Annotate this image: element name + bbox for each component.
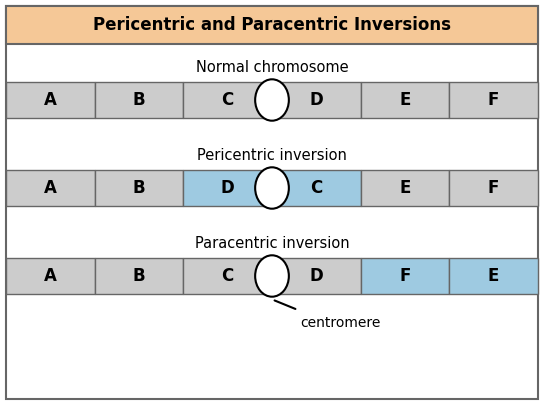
Ellipse shape <box>255 79 289 121</box>
Text: D: D <box>221 179 234 197</box>
Text: E: E <box>399 91 411 109</box>
Bar <box>449 170 538 206</box>
Bar <box>6 6 538 44</box>
Text: F: F <box>488 91 499 109</box>
Text: F: F <box>399 267 411 285</box>
Bar <box>6 258 95 294</box>
Text: F: F <box>488 179 499 197</box>
Ellipse shape <box>255 167 289 209</box>
Text: C: C <box>310 179 323 197</box>
Text: C: C <box>221 91 234 109</box>
Text: Normal chromosome: Normal chromosome <box>196 60 348 75</box>
Text: E: E <box>399 179 411 197</box>
Text: B: B <box>133 179 145 197</box>
Bar <box>449 82 538 118</box>
Text: A: A <box>44 179 57 197</box>
Text: A: A <box>44 267 57 285</box>
Text: D: D <box>310 267 323 285</box>
Text: Pericentric inversion: Pericentric inversion <box>197 147 347 162</box>
Bar <box>449 258 538 294</box>
Text: Paracentric inversion: Paracentric inversion <box>195 235 349 251</box>
Bar <box>183 82 272 118</box>
Text: B: B <box>133 91 145 109</box>
Bar <box>361 170 449 206</box>
Bar <box>95 82 183 118</box>
Bar <box>272 258 361 294</box>
Bar <box>272 170 361 206</box>
Bar <box>183 258 272 294</box>
Text: A: A <box>44 91 57 109</box>
Bar <box>361 258 449 294</box>
Bar <box>6 170 95 206</box>
Bar <box>95 170 183 206</box>
Text: centromere: centromere <box>300 316 380 330</box>
Text: D: D <box>310 91 323 109</box>
Bar <box>6 82 95 118</box>
Text: Pericentric and Paracentric Inversions: Pericentric and Paracentric Inversions <box>93 16 451 34</box>
Text: E: E <box>488 267 499 285</box>
Bar <box>361 82 449 118</box>
Text: C: C <box>221 267 234 285</box>
Bar <box>272 82 361 118</box>
Bar <box>95 258 183 294</box>
Ellipse shape <box>255 255 289 297</box>
Bar <box>183 170 272 206</box>
Text: B: B <box>133 267 145 285</box>
